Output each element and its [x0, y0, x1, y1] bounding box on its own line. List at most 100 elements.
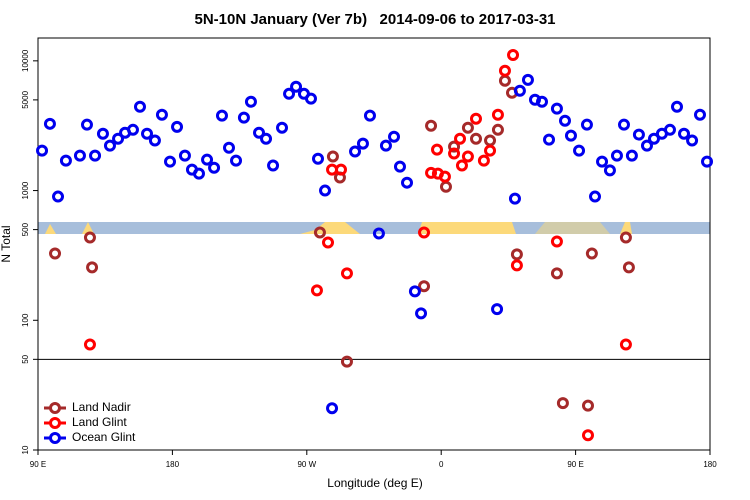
- y-tick-label: 1000: [21, 181, 30, 199]
- point: [52, 190, 65, 203]
- point: [222, 141, 235, 154]
- point: [448, 140, 461, 153]
- point: [401, 176, 414, 189]
- point: [393, 160, 406, 173]
- x-tick-label: 90 E: [567, 460, 583, 469]
- point: [622, 261, 635, 274]
- point: [536, 95, 548, 108]
- point: [438, 170, 451, 183]
- point: [550, 102, 563, 115]
- point: [388, 130, 401, 143]
- point: [625, 149, 638, 162]
- x-tick-label: 180: [703, 460, 717, 469]
- point: [148, 134, 161, 147]
- point: [619, 338, 632, 351]
- point: [663, 123, 676, 136]
- point: [230, 154, 243, 167]
- y-tick-label: 500: [21, 222, 30, 236]
- point: [80, 118, 93, 131]
- point: [498, 64, 511, 77]
- point: [133, 100, 146, 113]
- point: [73, 149, 86, 162]
- point: [201, 153, 214, 166]
- point: [59, 154, 72, 167]
- point: [484, 134, 497, 147]
- point: [513, 84, 526, 97]
- point: [215, 109, 228, 122]
- point: [693, 108, 706, 121]
- point: [564, 129, 577, 142]
- point: [310, 284, 323, 297]
- x-axis-label: Longitude (deg E): [327, 476, 422, 490]
- point: [617, 118, 630, 131]
- point: [43, 117, 56, 130]
- point: [425, 166, 438, 179]
- point: [507, 48, 520, 61]
- point: [304, 92, 317, 105]
- point: [632, 128, 645, 141]
- point: [640, 139, 653, 152]
- point: [491, 108, 504, 121]
- point: [484, 144, 497, 157]
- point: [498, 74, 511, 87]
- point: [83, 338, 96, 351]
- point: [508, 192, 521, 205]
- point: [580, 118, 593, 131]
- point: [260, 132, 273, 145]
- point: [619, 231, 632, 244]
- point: [418, 280, 431, 293]
- point: [461, 150, 474, 163]
- point: [155, 108, 168, 121]
- point: [313, 226, 326, 239]
- point: [581, 399, 594, 412]
- legend-label: Land Nadir: [72, 400, 131, 414]
- point: [558, 114, 571, 127]
- point: [363, 109, 376, 122]
- point: [589, 190, 602, 203]
- point: [244, 95, 257, 108]
- point: [276, 121, 289, 134]
- point: [415, 307, 428, 320]
- point: [454, 132, 467, 145]
- point: [585, 247, 598, 260]
- point: [573, 144, 586, 157]
- point: [670, 100, 683, 113]
- y-tick-label: 5000: [21, 90, 30, 108]
- point: [141, 127, 154, 140]
- point: [491, 123, 504, 136]
- point: [521, 73, 534, 86]
- chart-title: 5N-10N January (Ver 7b) 2014-09-06 to 20…: [194, 11, 555, 28]
- point: [83, 231, 96, 244]
- point: [550, 267, 563, 280]
- map-strip: [38, 222, 710, 234]
- point: [340, 267, 353, 280]
- point: [556, 397, 569, 410]
- point: [372, 227, 385, 240]
- point: [610, 149, 623, 162]
- y-tick-label: 10000: [21, 49, 30, 72]
- x-tick-label: 0: [439, 460, 444, 469]
- point: [171, 120, 184, 133]
- x-tick-label: 90 E: [30, 460, 46, 469]
- x-tick-label: 90 W: [297, 460, 316, 469]
- legend-label: Land Glint: [72, 415, 127, 429]
- x-tick-label: 180: [166, 460, 180, 469]
- point: [461, 121, 474, 134]
- y-tick-label: 10: [21, 445, 30, 454]
- legend-label: Ocean Glint: [72, 430, 136, 444]
- point: [678, 127, 691, 140]
- point: [596, 155, 609, 168]
- point: [319, 184, 332, 197]
- point: [648, 132, 660, 145]
- point: [408, 285, 421, 298]
- point: [379, 139, 392, 152]
- point: [455, 159, 468, 172]
- point: [267, 159, 280, 172]
- point: [510, 248, 523, 261]
- point: [86, 261, 99, 274]
- point: [290, 80, 303, 93]
- point: [326, 402, 339, 415]
- point: [701, 155, 714, 168]
- point: [448, 147, 461, 160]
